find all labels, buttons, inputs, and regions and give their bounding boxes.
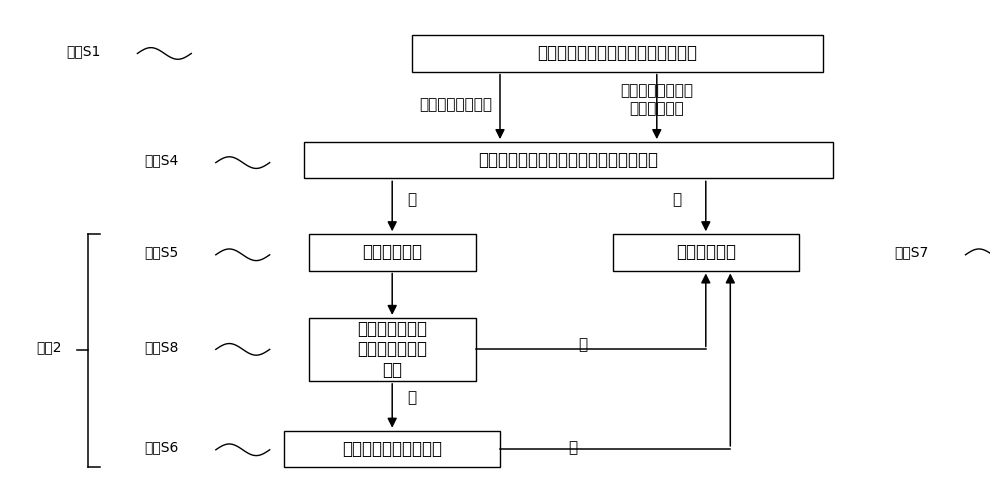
Text: 是: 是 — [569, 440, 578, 455]
Text: 判断是否到达开启时间: 判断是否到达开启时间 — [342, 440, 442, 458]
Text: 是: 是 — [407, 193, 416, 207]
FancyBboxPatch shape — [309, 234, 476, 271]
Text: 判断发动机工作时间是否大于第一预定值: 判断发动机工作时间是否大于第一预定值 — [479, 151, 659, 169]
Text: 否: 否 — [672, 193, 681, 207]
Text: 步骤S4: 步骤S4 — [145, 153, 179, 167]
Text: 步骤S5: 步骤S5 — [145, 246, 179, 259]
Text: 检测点火开关的状态和发动机的状态: 检测点火开关的状态和发动机的状态 — [538, 45, 698, 62]
Text: 判断蓄电池电量
是否低于第二预
定值: 判断蓄电池电量 是否低于第二预 定值 — [357, 320, 427, 379]
Text: 点火开关关闭状态: 点火开关关闭状态 — [419, 97, 492, 112]
Text: 开启延时水泵: 开启延时水泵 — [362, 244, 422, 261]
FancyBboxPatch shape — [613, 234, 799, 271]
Text: 步骤S6: 步骤S6 — [145, 441, 179, 454]
FancyBboxPatch shape — [284, 431, 500, 467]
Text: 步骤2: 步骤2 — [36, 340, 62, 354]
Text: 发动机从运行状态
转为熄火状态: 发动机从运行状态 转为熄火状态 — [620, 83, 693, 116]
Text: 是: 是 — [578, 337, 588, 352]
Text: 步骤S7: 步骤S7 — [894, 246, 929, 259]
FancyBboxPatch shape — [412, 35, 823, 72]
Text: 否: 否 — [407, 391, 416, 405]
Text: 步骤S1: 步骤S1 — [66, 44, 101, 58]
Text: 关闭延时水泵: 关闭延时水泵 — [676, 244, 736, 261]
Text: 步骤S8: 步骤S8 — [145, 340, 179, 354]
FancyBboxPatch shape — [309, 318, 476, 381]
FancyBboxPatch shape — [304, 142, 833, 178]
